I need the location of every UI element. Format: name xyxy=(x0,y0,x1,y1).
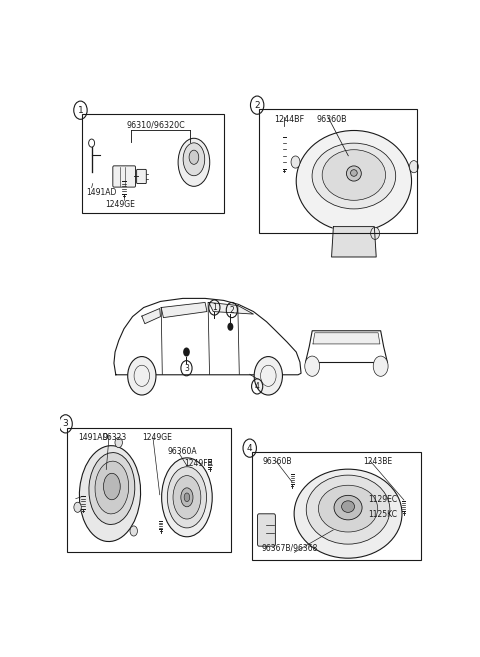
Circle shape xyxy=(371,227,380,239)
Circle shape xyxy=(291,156,300,168)
Ellipse shape xyxy=(342,501,355,512)
Bar xyxy=(67,428,231,552)
Text: 96360B: 96360B xyxy=(317,115,348,124)
Bar xyxy=(252,451,421,560)
Ellipse shape xyxy=(306,475,390,544)
Ellipse shape xyxy=(318,486,378,532)
Text: 1249FR: 1249FR xyxy=(185,459,214,468)
Circle shape xyxy=(115,438,122,447)
Bar xyxy=(83,114,224,213)
Circle shape xyxy=(228,323,233,330)
Ellipse shape xyxy=(334,495,362,520)
Ellipse shape xyxy=(189,150,199,164)
Circle shape xyxy=(254,357,282,395)
Ellipse shape xyxy=(104,473,120,500)
Text: 96323: 96323 xyxy=(103,433,127,442)
Polygon shape xyxy=(142,309,160,324)
Text: 96310/96320C: 96310/96320C xyxy=(126,120,185,129)
Text: 3: 3 xyxy=(184,364,189,373)
Circle shape xyxy=(74,502,81,512)
Text: 3: 3 xyxy=(63,419,69,428)
Text: 96360B: 96360B xyxy=(263,457,292,466)
Polygon shape xyxy=(209,302,253,314)
Circle shape xyxy=(183,348,190,357)
Ellipse shape xyxy=(168,466,206,528)
Text: 1491AD: 1491AD xyxy=(78,433,108,442)
Text: 4: 4 xyxy=(247,443,252,453)
Polygon shape xyxy=(313,333,380,344)
Text: 4: 4 xyxy=(255,382,260,391)
Ellipse shape xyxy=(95,461,129,514)
Text: 1249GE: 1249GE xyxy=(142,433,172,442)
Polygon shape xyxy=(114,298,301,374)
Ellipse shape xyxy=(89,453,135,524)
FancyBboxPatch shape xyxy=(258,514,276,546)
Text: 1: 1 xyxy=(212,303,217,312)
Text: 1243BE: 1243BE xyxy=(363,457,393,466)
Ellipse shape xyxy=(350,170,357,176)
Text: 1: 1 xyxy=(78,106,84,115)
Text: 2: 2 xyxy=(254,101,260,110)
Text: 1129EC: 1129EC xyxy=(368,495,397,504)
FancyBboxPatch shape xyxy=(137,170,146,183)
Ellipse shape xyxy=(312,143,396,209)
Ellipse shape xyxy=(184,493,190,502)
Ellipse shape xyxy=(296,131,411,232)
Circle shape xyxy=(130,526,137,536)
Text: 1244BF: 1244BF xyxy=(275,115,305,124)
Circle shape xyxy=(409,160,419,173)
Circle shape xyxy=(128,357,156,395)
Ellipse shape xyxy=(183,143,204,175)
Text: 1125KC: 1125KC xyxy=(368,510,397,519)
Ellipse shape xyxy=(162,458,212,537)
Text: 2: 2 xyxy=(229,306,234,315)
Ellipse shape xyxy=(173,476,201,519)
Ellipse shape xyxy=(322,150,385,200)
Text: 1249GE: 1249GE xyxy=(106,200,135,209)
Circle shape xyxy=(305,356,320,376)
Polygon shape xyxy=(161,302,207,317)
Ellipse shape xyxy=(79,445,141,541)
Ellipse shape xyxy=(294,469,402,558)
Ellipse shape xyxy=(178,138,210,187)
Ellipse shape xyxy=(347,166,361,181)
Circle shape xyxy=(373,356,388,376)
Polygon shape xyxy=(332,227,376,257)
Text: 1491AD: 1491AD xyxy=(86,188,117,196)
Bar xyxy=(259,109,417,233)
Ellipse shape xyxy=(181,488,193,507)
FancyBboxPatch shape xyxy=(113,166,135,187)
Text: 96360A: 96360A xyxy=(168,447,197,456)
Text: 96367B/96368: 96367B/96368 xyxy=(262,543,318,553)
